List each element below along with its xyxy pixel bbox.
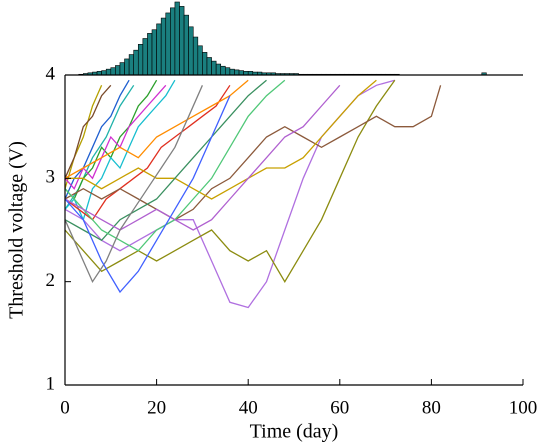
histogram-bar: [115, 65, 121, 76]
voltage-line: [64, 79, 130, 200]
voltage-line: [64, 79, 267, 242]
histogram-bar: [202, 52, 208, 76]
voltage-line: [64, 79, 176, 222]
y-tick-label: 2: [46, 270, 56, 291]
x-tick-label: 80: [422, 397, 441, 418]
histogram-bar: [179, 6, 185, 76]
y-tick-label: 1: [46, 373, 56, 394]
histogram-bar: [151, 29, 157, 76]
x-tick-label: 100: [509, 397, 538, 418]
x-tick-label: 60: [330, 397, 349, 418]
histogram-bar: [234, 69, 240, 76]
x-tick-label: 40: [239, 397, 258, 418]
voltage-line: [64, 79, 158, 201]
voltage-line: [64, 85, 103, 189]
voltage-line: [64, 84, 112, 179]
voltage-line: [64, 84, 167, 190]
x-axis-title: Time (day): [250, 421, 339, 443]
y-tick-label: 4: [46, 63, 56, 84]
histogram-bar: [170, 7, 176, 76]
y-tick-label: 3: [46, 167, 56, 188]
histogram-bar: [156, 23, 162, 76]
y-axis-title: Threshold voltage (V): [6, 141, 28, 319]
histogram-bar: [119, 62, 125, 76]
histogram-bar: [238, 70, 244, 76]
histogram-bar: [206, 57, 212, 76]
x-tick-label: 20: [147, 397, 166, 418]
voltage-line: [64, 79, 396, 283]
histogram-bar: [101, 70, 107, 76]
voltage-line: [64, 79, 249, 179]
histogram-bar: [133, 49, 139, 76]
voltage-line: [64, 84, 341, 231]
histogram-bar: [188, 26, 194, 76]
x-tick-label: 0: [60, 397, 70, 418]
histogram-bar: [192, 36, 199, 76]
histogram-bar: [220, 65, 226, 76]
histogram-bar: [215, 63, 222, 76]
histogram-bar: [142, 38, 148, 76]
histogram-bar: [211, 60, 217, 76]
voltage-line: [65, 79, 377, 200]
histogram-bar: [105, 68, 112, 76]
histogram-bar: [225, 67, 231, 76]
voltage-line: [64, 79, 395, 309]
histogram-bar: [128, 54, 134, 76]
histogram-bar: [137, 44, 144, 76]
histogram-bar: [183, 14, 189, 76]
histogram-bar: [197, 45, 203, 76]
histogram-bar: [229, 68, 235, 76]
voltage-line: [64, 85, 203, 284]
histogram-bar: [110, 67, 116, 76]
histogram-bar: [147, 33, 153, 76]
voltage-line: [64, 85, 442, 221]
voltage-line: [64, 95, 231, 294]
histogram-bar: [124, 58, 130, 76]
histogram-bar: [160, 17, 167, 76]
histogram-bar: [174, 1, 180, 76]
histogram-bar: [165, 12, 171, 76]
